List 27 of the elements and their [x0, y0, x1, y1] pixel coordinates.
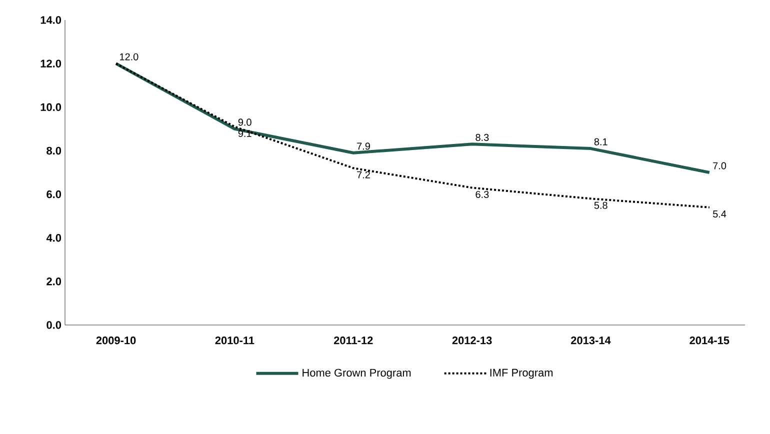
- data-label: 7.9: [357, 142, 370, 150]
- y-tick-label: 2.0: [46, 278, 62, 286]
- data-label: 8.3: [476, 134, 489, 141]
- x-tick-label: 2013-14: [571, 336, 611, 344]
- data-label: 7.0: [713, 162, 726, 170]
- x-tick-label: 2010-11: [215, 336, 254, 344]
- data-label: 9.0: [238, 118, 252, 126]
- y-tick-label: 6.0: [46, 190, 62, 198]
- x-tick-label: 2009-10: [96, 336, 136, 344]
- data-label: 5.8: [594, 202, 608, 209]
- y-tick-label: 0.0: [46, 321, 62, 329]
- y-tick-label: 12.0: [40, 60, 62, 68]
- legend-label: IMF Program: [490, 368, 553, 379]
- data-label: 12.0: [120, 53, 138, 60]
- data-label: 8.1: [594, 138, 608, 146]
- y-tick-label: 4.0: [46, 234, 62, 242]
- x-tick-label: 2014-15: [690, 336, 730, 344]
- x-tick-label: 2011-12: [334, 336, 373, 344]
- y-tick-label: 14.0: [40, 16, 62, 24]
- data-label: 6.3: [476, 190, 489, 198]
- data-label: 5.4: [713, 210, 726, 218]
- data-label: 7.2: [357, 171, 370, 178]
- legend-label: Home Grown Program: [302, 368, 411, 379]
- line-series: [115, 62, 710, 208]
- y-tick-label: 10.0: [40, 103, 62, 112]
- x-tick-label: 2012-13: [452, 336, 492, 344]
- y-tick-label: 8.0: [46, 146, 62, 155]
